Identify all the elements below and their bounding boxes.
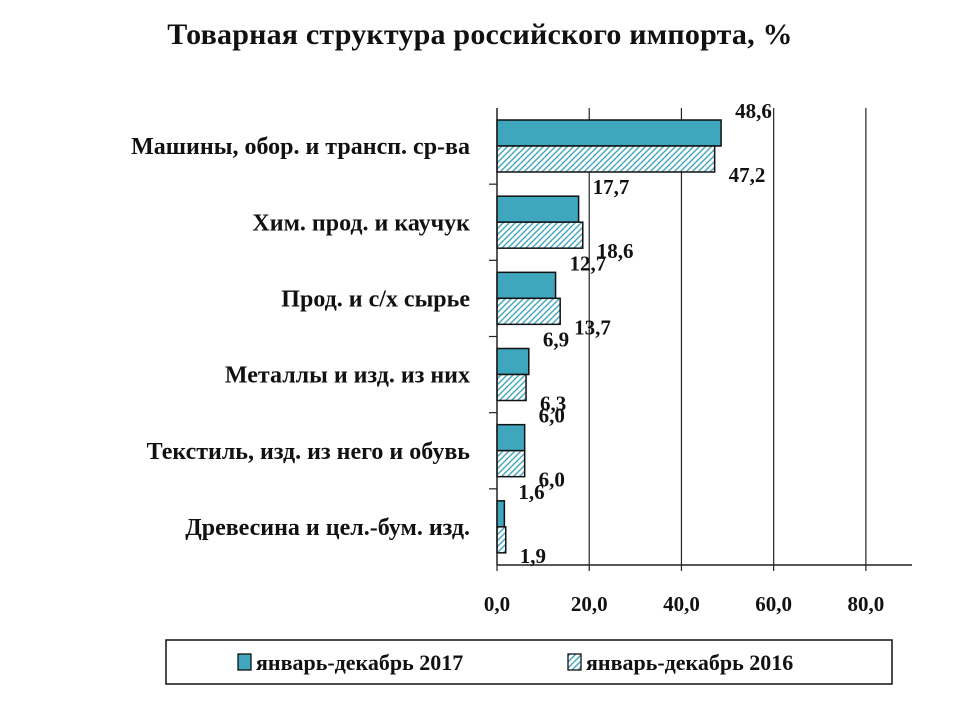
legend-label-2016: январь-декабрь 2016 xyxy=(586,650,793,675)
chart-title: Товарная структура российского импорта, … xyxy=(167,18,793,51)
bar-2017 xyxy=(496,347,530,376)
x-tick-label: 60,0 xyxy=(755,592,792,616)
value-label-2017: 12,7 xyxy=(570,251,607,275)
value-label-2016: 6,3 xyxy=(540,392,566,416)
bar-2017 xyxy=(496,423,526,452)
grid-lines xyxy=(588,108,867,565)
bar-2017 xyxy=(496,500,506,528)
category-label: Металлы и изд. из них xyxy=(225,363,470,389)
category-label: Машины, обор. и трансп. ср-ва xyxy=(131,134,470,160)
category-label: Хим. прод. и каучук xyxy=(252,210,470,236)
bar-2017 xyxy=(496,271,557,300)
value-label-2016: 47,2 xyxy=(729,163,766,187)
value-label-2016: 6,0 xyxy=(539,468,565,492)
value-label-2017: 48,6 xyxy=(735,99,772,123)
bar-2016 xyxy=(496,145,716,173)
labels-group: 0,0 20,0 40,0 60,0 80,0 Машины, обор. и транс… xyxy=(131,99,884,616)
bar-2016 xyxy=(496,526,507,554)
x-tick-label: 0,0 xyxy=(484,592,510,616)
legend-box xyxy=(165,639,893,685)
legend-swatch-2016 xyxy=(567,653,582,671)
value-label-2017: 1,6 xyxy=(518,480,544,504)
x-tick-label: 20,0 xyxy=(571,592,608,616)
value-label-2017: 6,0 xyxy=(539,404,565,428)
x-tick-label: 80,0 xyxy=(848,592,885,616)
value-label-2017: 6,9 xyxy=(543,328,569,352)
value-label-2016: 13,7 xyxy=(574,315,611,339)
bar-2017 xyxy=(496,119,722,147)
value-label-2016: 1,9 xyxy=(520,544,546,568)
bar-2016 xyxy=(496,449,526,478)
category-label: Прод. и с/х сырье xyxy=(281,286,470,312)
legend-label-2017: январь-декабрь 2017 xyxy=(256,650,463,675)
category-label: Текстиль, изд. из него и обувь xyxy=(147,439,471,465)
value-label-2016: 18,6 xyxy=(597,239,634,263)
legend-swatch-2017 xyxy=(237,653,252,671)
bar-2016 xyxy=(496,373,527,402)
bar-2016 xyxy=(496,297,561,326)
x-tick-label: 40,0 xyxy=(663,592,700,616)
bar-2016 xyxy=(496,221,584,249)
bars-group xyxy=(496,119,722,554)
bar-2017 xyxy=(496,195,580,223)
value-label-2017: 17,7 xyxy=(593,175,630,199)
legend: январь-декабрь 2017 январь-декабрь 2016 xyxy=(165,639,893,685)
category-label: Древесина и цел.-бум. изд. xyxy=(185,515,470,541)
axes-group xyxy=(489,108,912,571)
